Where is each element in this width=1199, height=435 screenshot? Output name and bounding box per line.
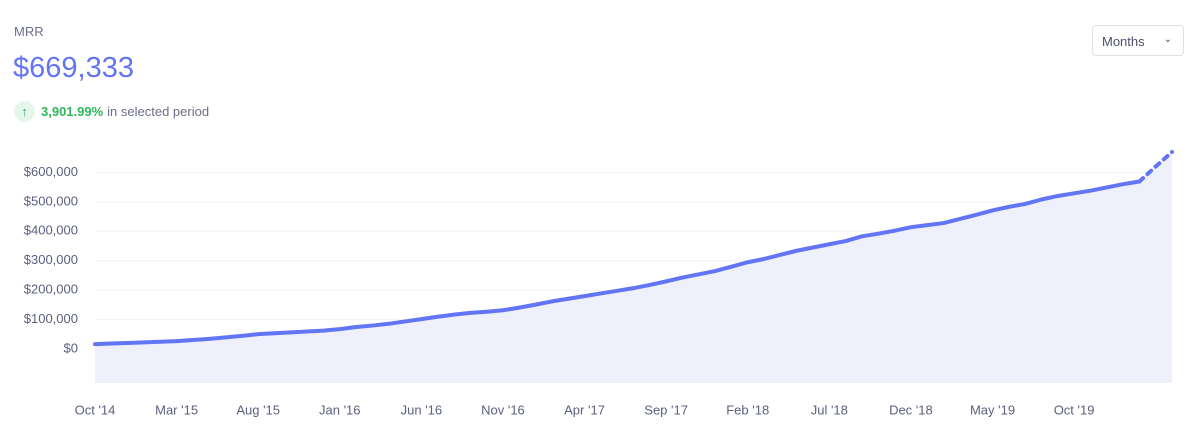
x-tick-label: Oct '14: [75, 402, 116, 417]
change-row: ↑ 3,901.99% in selected period: [14, 101, 209, 122]
x-tick-label: Nov '16: [481, 402, 525, 417]
up-arrow-icon: ↑: [14, 101, 35, 122]
y-tick-label: $300,000: [24, 252, 78, 267]
x-tick-label: Aug '15: [236, 402, 280, 417]
period-value: Months: [1102, 34, 1145, 49]
y-tick-label: $0: [64, 341, 78, 356]
metric-label: MRR: [14, 24, 44, 39]
x-tick-label: May '19: [970, 402, 1015, 417]
x-tick-label: Jul '18: [811, 402, 848, 417]
line: [93, 179, 1142, 347]
change-text: in selected period: [107, 104, 210, 119]
x-tick-label: Apr '17: [564, 402, 605, 417]
period-dropdown[interactable]: Months ⌄: [1092, 25, 1184, 56]
chevron: ⌄: [1163, 34, 1172, 45]
y-tick-label: $600,000: [24, 164, 78, 179]
x-tick-label: Jun '16: [401, 402, 443, 417]
x-tick-label: Feb '18: [726, 402, 769, 417]
change-percent: 3,901.99%: [41, 104, 104, 119]
x-tick-label: Mar '15: [155, 402, 198, 417]
y-tick-label: $100,000: [24, 311, 78, 326]
x-tick-label: Oct '19: [1054, 402, 1095, 417]
projected-line: [1137, 149, 1174, 184]
y-tick-label: $400,000: [24, 223, 78, 238]
y-tick-label: $500,000: [24, 193, 78, 208]
metric-value: $669,333: [13, 52, 134, 84]
x-tick-label: Sep '17: [644, 402, 688, 417]
x-tick-label: Dec '18: [889, 402, 933, 417]
area: [95, 151, 1172, 383]
x-tick-label: Jan '16: [319, 402, 361, 417]
y-tick-label: $200,000: [24, 282, 78, 297]
